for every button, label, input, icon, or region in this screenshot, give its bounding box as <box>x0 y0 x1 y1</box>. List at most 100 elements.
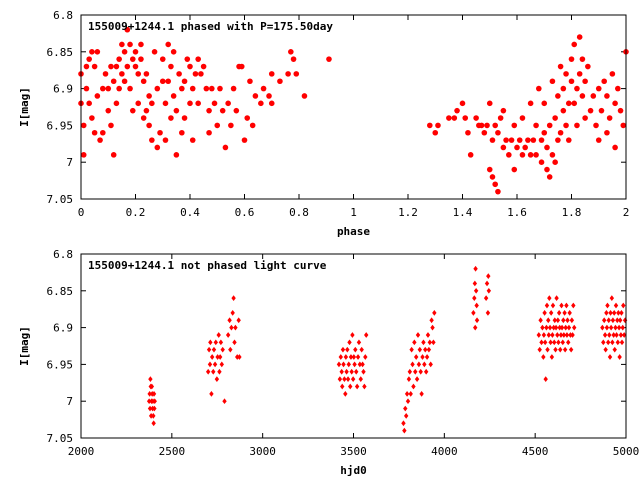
phased-data-point <box>268 71 275 77</box>
unphased-data-point <box>416 361 422 368</box>
unphased-data-point <box>343 354 349 360</box>
phased-data-point <box>121 49 128 55</box>
phased-y-tick-label: 7.05 <box>47 193 74 206</box>
phased-plot-frame <box>80 14 627 200</box>
phased-data-point <box>615 85 621 92</box>
phased-data-point <box>486 100 493 107</box>
phased-data-point <box>500 144 507 151</box>
unphased-x-tick-label: 3000 <box>249 445 276 458</box>
phased-data-point <box>568 56 575 62</box>
unphased-data-point <box>232 339 237 346</box>
phased-data-point <box>187 63 193 70</box>
unphased-data-point <box>417 346 423 353</box>
unphased-x-axis-label: hjd0 <box>340 464 367 477</box>
unphased-data-point <box>614 332 619 338</box>
unphased-data-point <box>237 354 242 360</box>
unphased-data-point <box>555 317 561 324</box>
unphased-data-point <box>337 376 343 382</box>
phased-data-point <box>527 100 534 107</box>
phased-data-point <box>506 152 512 158</box>
phased-y-tick-label: 6.9 <box>53 83 73 96</box>
unphased-data-point <box>558 332 564 338</box>
unphased-data-point <box>208 339 213 346</box>
unphased-data-point <box>228 346 233 353</box>
unphased-plot-frame <box>80 253 627 439</box>
phased-data-point <box>140 78 147 85</box>
phased-data-point <box>209 85 215 92</box>
unphased-data-point <box>222 398 227 405</box>
unphased-data-point <box>406 376 412 382</box>
unphased-data-point <box>149 383 155 390</box>
unphased-data-point <box>344 368 349 375</box>
unphased-data-point <box>343 390 348 397</box>
phased-data-point <box>108 122 114 129</box>
unphased-data-point <box>484 280 490 287</box>
unphased-data-point <box>355 354 361 360</box>
phased-data-point <box>598 107 605 114</box>
phased-data-point <box>119 41 125 48</box>
unphased-data-point <box>486 273 491 279</box>
phased-data-point <box>143 71 150 77</box>
phased-data-point <box>110 152 117 158</box>
phased-data-point <box>80 122 87 129</box>
unphased-data-point <box>486 287 492 294</box>
unphased-data-point <box>611 332 616 338</box>
unphased-data-point <box>549 354 555 360</box>
unphased-data-point <box>560 339 565 346</box>
unphased-data-point <box>340 383 345 390</box>
unphased-data-point <box>601 339 606 346</box>
phased-data-point <box>225 100 231 107</box>
phased-data-point <box>609 71 616 77</box>
unphased-data-point <box>363 354 368 360</box>
phased-data-point <box>478 122 485 129</box>
phased-data-point <box>541 129 548 136</box>
phased-data-point <box>590 93 597 99</box>
phased-x-axis-label: phase <box>337 225 370 238</box>
phased-data-point <box>211 100 218 107</box>
unphased-data-point <box>553 324 559 331</box>
phased-data-point <box>170 49 177 55</box>
phased-data-point <box>116 85 122 92</box>
phased-data-point <box>247 78 253 85</box>
unphased-data-point <box>547 324 553 331</box>
unphased-data-point <box>415 332 421 338</box>
phased-data-point <box>552 115 558 121</box>
unphased-data-point <box>214 376 220 382</box>
unphased-data-point <box>212 361 218 368</box>
unphased-data-point <box>616 310 621 316</box>
phased-data-point <box>514 144 520 151</box>
phased-data-point <box>293 71 300 77</box>
phased-data-point <box>154 144 161 151</box>
phased-data-point <box>266 93 272 99</box>
phased-x-tick-label: 1 <box>350 206 357 219</box>
unphased-y-tick-label: 6.8 <box>53 248 73 261</box>
phased-data-point <box>620 122 627 129</box>
unphased-data-point <box>419 390 424 397</box>
unphased-data-point <box>411 383 416 390</box>
phased-data-point <box>571 100 578 107</box>
phased-data-point <box>181 115 188 121</box>
phased-data-point <box>454 107 460 114</box>
unphased-data-point <box>610 339 615 346</box>
unphased-data-point <box>609 295 615 302</box>
phased-data-point <box>132 49 139 55</box>
phased-data-point <box>546 174 553 180</box>
phased-data-point <box>200 63 207 70</box>
unphased-data-point <box>427 339 432 346</box>
unphased-data-point <box>147 405 153 412</box>
phased-data-point <box>80 152 87 158</box>
phased-data-point <box>546 122 553 129</box>
unphased-data-point <box>552 317 557 324</box>
unphased-data-point <box>422 361 427 368</box>
unphased-data-point <box>350 376 356 382</box>
phased-data-point <box>129 107 136 114</box>
phased-data-point <box>549 78 556 85</box>
phased-data-point <box>544 144 550 151</box>
unphased-data-point <box>152 398 157 405</box>
phased-data-point <box>497 115 504 121</box>
unphased-data-point <box>608 324 614 331</box>
phased-data-point <box>149 100 155 107</box>
phased-data-point <box>244 115 251 121</box>
unphased-data-point <box>342 376 347 382</box>
phased-data-point <box>465 129 471 136</box>
